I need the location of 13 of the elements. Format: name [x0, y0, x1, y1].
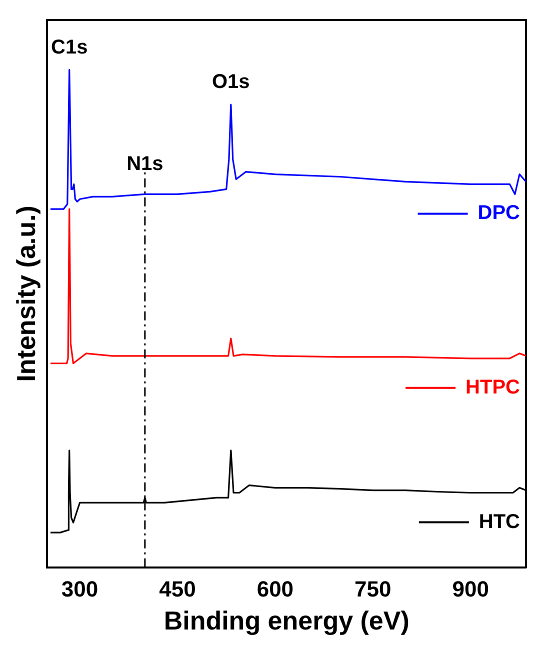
- annotation: C1s: [50, 36, 88, 58]
- legend-label: DPC: [478, 202, 520, 224]
- x-axis-title: Binding energy (eV): [164, 606, 410, 636]
- x-tick-label: 300: [61, 576, 98, 602]
- annotation: N1s: [126, 152, 164, 175]
- y-axis-title: Intensity (a.u.): [10, 206, 41, 382]
- x-tick-label: 450: [159, 576, 196, 602]
- legend-label: HTPC: [466, 376, 520, 398]
- x-tick-label: 750: [354, 576, 392, 602]
- annotation: O1s: [212, 71, 250, 94]
- x-tick-label: 900: [452, 576, 489, 602]
- legend-label: HTC: [478, 510, 520, 533]
- x-tick-label: 600: [256, 576, 294, 602]
